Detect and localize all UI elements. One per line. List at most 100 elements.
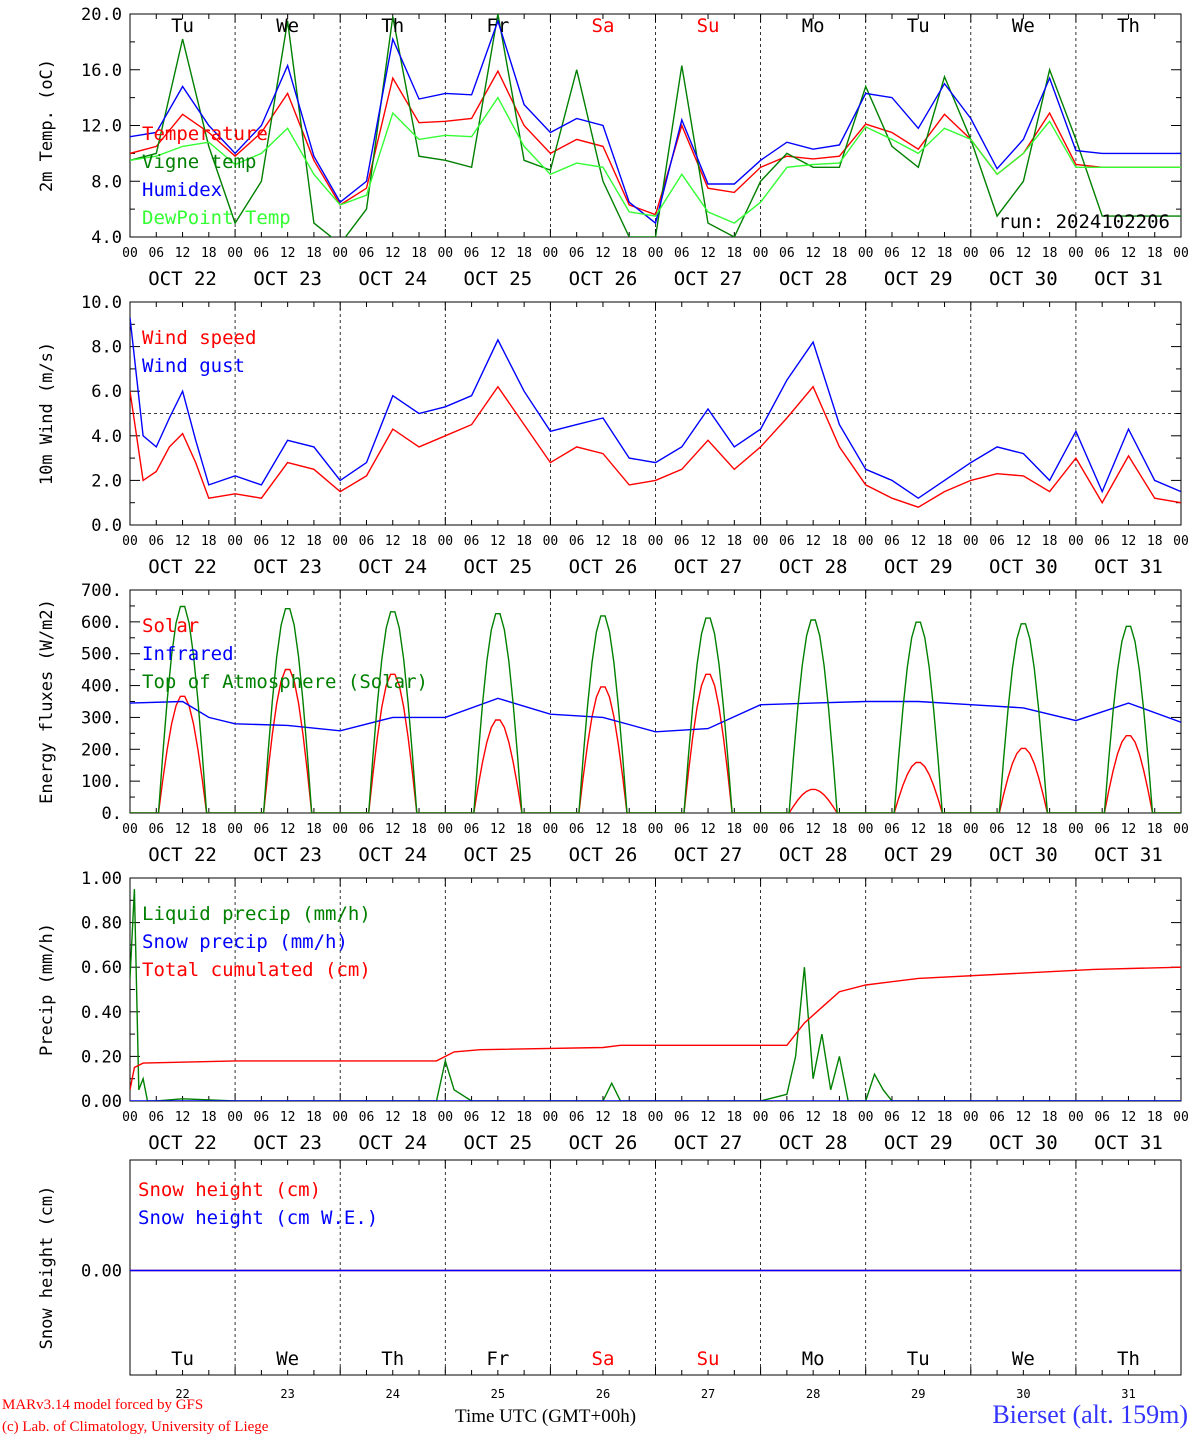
date-label: OCT 28: [779, 268, 848, 290]
y-axis-label: 2m Temp. (oC): [37, 59, 57, 192]
hour-tick-label: 18: [726, 822, 742, 837]
hour-tick-label: 18: [516, 246, 532, 261]
hour-tick-label: 00: [1173, 534, 1189, 549]
hour-tick-label: 00: [543, 1110, 559, 1125]
hour-tick-label: 06: [569, 534, 585, 549]
y-tick-label: 6.0: [91, 382, 122, 402]
hour-tick-label: 06: [884, 534, 900, 549]
hour-tick-label: 12: [595, 822, 611, 837]
hour-tick-label: 18: [937, 822, 953, 837]
hour-tick-label: 06: [674, 534, 690, 549]
hour-tick-label: 00: [332, 246, 348, 261]
hour-tick-label: 18: [1147, 534, 1163, 549]
date-label: OCT 31: [1094, 268, 1163, 290]
hour-tick-label: 06: [674, 1110, 690, 1125]
hour-tick-label: 06: [674, 246, 690, 261]
y-tick-label: 4.0: [91, 427, 122, 447]
hour-tick-label: 00: [963, 246, 979, 261]
date-label: OCT 22: [148, 1132, 217, 1154]
weekday-label: Fr: [486, 15, 509, 37]
weekday-label: Su: [697, 1348, 720, 1370]
date-label: OCT 26: [569, 556, 638, 578]
date-label: OCT 23: [253, 268, 322, 290]
weekday-label: Th: [381, 1348, 404, 1370]
y-tick-label: 0.: [102, 804, 122, 824]
weekday-label: We: [1012, 1348, 1035, 1370]
y-axis-label: Snow height (cm): [37, 1186, 57, 1350]
y-tick-label: 0.00: [81, 1092, 122, 1112]
hour-tick-label: 18: [411, 534, 427, 549]
hour-tick-label: 18: [937, 1110, 953, 1125]
hour-tick-label: 06: [464, 534, 480, 549]
hour-tick-label: 18: [1042, 822, 1058, 837]
hour-tick-label: 18: [832, 246, 848, 261]
hour-tick-label: 12: [805, 1110, 821, 1125]
y-tick-label: 700.: [81, 581, 122, 601]
hour-tick-label: 00: [648, 246, 664, 261]
hour-tick-label: 06: [1094, 1110, 1110, 1125]
hour-tick-label: 06: [359, 1110, 375, 1125]
hour-tick-label: 18: [726, 1110, 742, 1125]
hour-tick-label: 12: [700, 534, 716, 549]
hour-tick-label: 00: [858, 246, 874, 261]
weekday-label: Tu: [171, 15, 194, 37]
hour-tick-label: 18: [621, 822, 637, 837]
weekday-label: Th: [381, 15, 404, 37]
hour-tick-label: 18: [306, 534, 322, 549]
y-axis-label: Energy fluxes (W/m2): [37, 599, 57, 804]
day-number-label: 24: [386, 1387, 400, 1401]
hour-tick-label: 18: [201, 534, 217, 549]
series-group: [130, 605, 1181, 813]
hour-tick-label: 00: [1068, 1110, 1084, 1125]
hour-tick-label: 12: [595, 246, 611, 261]
hour-tick-label: 18: [516, 534, 532, 549]
station-label: Bierset (alt. 159m): [992, 1400, 1188, 1429]
date-label: OCT 25: [464, 844, 533, 866]
y-tick-label: 0.60: [81, 958, 122, 978]
hour-tick-label: 00: [332, 534, 348, 549]
y-tick-label: 4.0: [91, 228, 122, 248]
hour-tick-label: 00: [227, 822, 243, 837]
date-label: OCT 25: [464, 268, 533, 290]
hour-tick-label: 18: [937, 534, 953, 549]
hour-tick-label: 12: [700, 246, 716, 261]
hour-tick-label: 00: [1173, 246, 1189, 261]
legend-entry: Wind speed: [142, 327, 256, 349]
hour-tick-label: 00: [858, 1110, 874, 1125]
hour-tick-label: 00: [963, 534, 979, 549]
hour-tick-label: 06: [254, 246, 270, 261]
date-label: OCT 27: [674, 844, 743, 866]
hour-tick-label: 00: [227, 246, 243, 261]
x-axis-title: Time UTC (GMT+00h): [455, 1406, 637, 1427]
series-group: [130, 14, 1181, 237]
hour-tick-label: 12: [805, 822, 821, 837]
hour-tick-label: 06: [148, 822, 164, 837]
hour-tick-label: 18: [832, 534, 848, 549]
hour-tick-label: 00: [437, 822, 453, 837]
weekday-label: We: [276, 1348, 299, 1370]
date-label: OCT 28: [779, 1132, 848, 1154]
hour-tick-label: 06: [779, 822, 795, 837]
hour-tick-label: 12: [910, 1110, 926, 1125]
hour-tick-label: 12: [1121, 822, 1137, 837]
hour-tick-label: 12: [910, 246, 926, 261]
hour-tick-label: 18: [832, 1110, 848, 1125]
y-tick-label: 500.: [81, 645, 122, 665]
weekday-label: Tu: [907, 1348, 930, 1370]
hour-tick-label: 12: [490, 1110, 506, 1125]
plot-frame: [129, 13, 1182, 238]
y-tick-label: 10.0: [81, 293, 122, 313]
y-tick-label: 0.0: [91, 516, 122, 536]
hour-tick-label: 00: [858, 534, 874, 549]
panel-3: 0. 100. 200. 300. 400. 500. 600. 700. Energy flu…: [37, 581, 1189, 866]
day-number-label: 31: [1121, 1387, 1135, 1401]
hour-tick-label: 00: [437, 246, 453, 261]
series-humidex: [130, 18, 1181, 225]
weekday-label: We: [1012, 15, 1035, 37]
day-number-label: 28: [806, 1387, 820, 1401]
day-number-label: 23: [280, 1387, 294, 1401]
weekday-label: We: [276, 15, 299, 37]
hour-tick-label: 12: [175, 246, 191, 261]
hour-tick-label: 18: [306, 246, 322, 261]
panel-2: 0.0 2.0 4.0 6.0 8.0 10.0 10m Wind (m/s) Wind sp…: [37, 293, 1189, 578]
